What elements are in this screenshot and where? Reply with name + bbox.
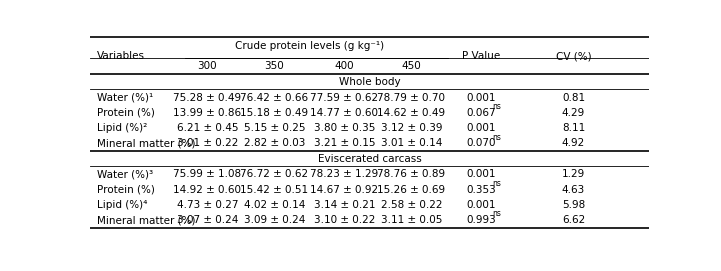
Text: 4.73 ± 0.27: 4.73 ± 0.27 (177, 200, 238, 210)
Text: ns: ns (492, 133, 501, 141)
Text: 6.62: 6.62 (562, 215, 585, 225)
Text: 3.21 ± 0.15: 3.21 ± 0.15 (314, 138, 375, 148)
Text: 76.42 ± 0.66: 76.42 ± 0.66 (241, 93, 309, 103)
Text: Mineral matter (%): Mineral matter (%) (97, 138, 195, 148)
Text: 3.01 ± 0.14: 3.01 ± 0.14 (381, 138, 442, 148)
Text: 4.29: 4.29 (562, 108, 585, 118)
Text: 14.67 ± 0.92: 14.67 ± 0.92 (310, 185, 379, 195)
Text: 14.92 ± 0.60: 14.92 ± 0.60 (174, 185, 242, 195)
Text: 15.18 ± 0.49: 15.18 ± 0.49 (241, 108, 309, 118)
Text: 350: 350 (265, 61, 284, 71)
Text: 3.10 ± 0.22: 3.10 ± 0.22 (314, 215, 375, 225)
Text: 0.81: 0.81 (562, 93, 585, 103)
Text: 14.77 ± 0.60: 14.77 ± 0.60 (310, 108, 379, 118)
Text: 6.21 ± 0.45: 6.21 ± 0.45 (177, 123, 238, 133)
Text: 13.99 ± 0.86: 13.99 ± 0.86 (174, 108, 242, 118)
Text: 4.92: 4.92 (562, 138, 585, 148)
Text: 0.001: 0.001 (466, 200, 496, 210)
Text: 1.29: 1.29 (562, 169, 585, 179)
Text: 15.42 ± 0.51: 15.42 ± 0.51 (241, 185, 309, 195)
Text: 3.14 ± 0.21: 3.14 ± 0.21 (314, 200, 375, 210)
Text: Variables: Variables (97, 51, 145, 61)
Text: 0.001: 0.001 (466, 169, 496, 179)
Text: 400: 400 (335, 61, 354, 71)
Text: 76.72 ± 0.62: 76.72 ± 0.62 (241, 169, 309, 179)
Text: 3.80 ± 0.35: 3.80 ± 0.35 (314, 123, 375, 133)
Text: Crude protein levels (g kg⁻¹): Crude protein levels (g kg⁻¹) (235, 41, 384, 51)
Text: 0.993: 0.993 (466, 215, 496, 225)
Text: 15.26 ± 0.69: 15.26 ± 0.69 (377, 185, 446, 195)
Text: 3.01 ± 0.22: 3.01 ± 0.22 (177, 138, 238, 148)
Text: 78.23 ± 1.29: 78.23 ± 1.29 (310, 169, 379, 179)
Text: Water (%)³: Water (%)³ (97, 169, 153, 179)
Text: Lipid (%)⁴: Lipid (%)⁴ (97, 200, 147, 210)
Text: 78.76 ± 0.89: 78.76 ± 0.89 (377, 169, 446, 179)
Text: Lipid (%)²: Lipid (%)² (97, 123, 147, 133)
Text: 78.79 ± 0.70: 78.79 ± 0.70 (377, 93, 446, 103)
Text: 75.99 ± 1.08: 75.99 ± 1.08 (174, 169, 242, 179)
Text: 5.98: 5.98 (562, 200, 585, 210)
Text: 3.07 ± 0.24: 3.07 ± 0.24 (177, 215, 238, 225)
Text: 0.353: 0.353 (466, 185, 496, 195)
Text: 0.001: 0.001 (466, 93, 496, 103)
Text: Mineral matter (%): Mineral matter (%) (97, 215, 195, 225)
Text: 300: 300 (198, 61, 217, 71)
Text: CV (%): CV (%) (556, 51, 591, 61)
Text: 0.070: 0.070 (466, 138, 496, 148)
Text: 2.82 ± 0.03: 2.82 ± 0.03 (244, 138, 305, 148)
Text: 0.067: 0.067 (466, 108, 496, 118)
Text: Whole body: Whole body (339, 77, 400, 87)
Text: 0.001: 0.001 (466, 123, 496, 133)
Text: Eviscerated carcass: Eviscerated carcass (318, 154, 421, 164)
Text: 3.12 ± 0.39: 3.12 ± 0.39 (381, 123, 442, 133)
Text: 2.58 ± 0.22: 2.58 ± 0.22 (381, 200, 442, 210)
Text: 8.11: 8.11 (562, 123, 585, 133)
Text: P Value: P Value (462, 51, 500, 61)
Text: 75.28 ± 0.49: 75.28 ± 0.49 (174, 93, 242, 103)
Text: Protein (%): Protein (%) (97, 108, 155, 118)
Text: 4.63: 4.63 (562, 185, 585, 195)
Text: 450: 450 (402, 61, 421, 71)
Text: Water (%)¹: Water (%)¹ (97, 93, 153, 103)
Text: 4.02 ± 0.14: 4.02 ± 0.14 (244, 200, 305, 210)
Text: ns: ns (492, 102, 501, 111)
Text: ns: ns (492, 209, 501, 218)
Text: Protein (%): Protein (%) (97, 185, 155, 195)
Text: 5.15 ± 0.25: 5.15 ± 0.25 (244, 123, 305, 133)
Text: ns: ns (492, 179, 501, 188)
Text: 3.09 ± 0.24: 3.09 ± 0.24 (244, 215, 305, 225)
Text: 3.11 ± 0.05: 3.11 ± 0.05 (381, 215, 442, 225)
Text: 77.59 ± 0.62: 77.59 ± 0.62 (310, 93, 379, 103)
Text: 14.62 ± 0.49: 14.62 ± 0.49 (377, 108, 446, 118)
